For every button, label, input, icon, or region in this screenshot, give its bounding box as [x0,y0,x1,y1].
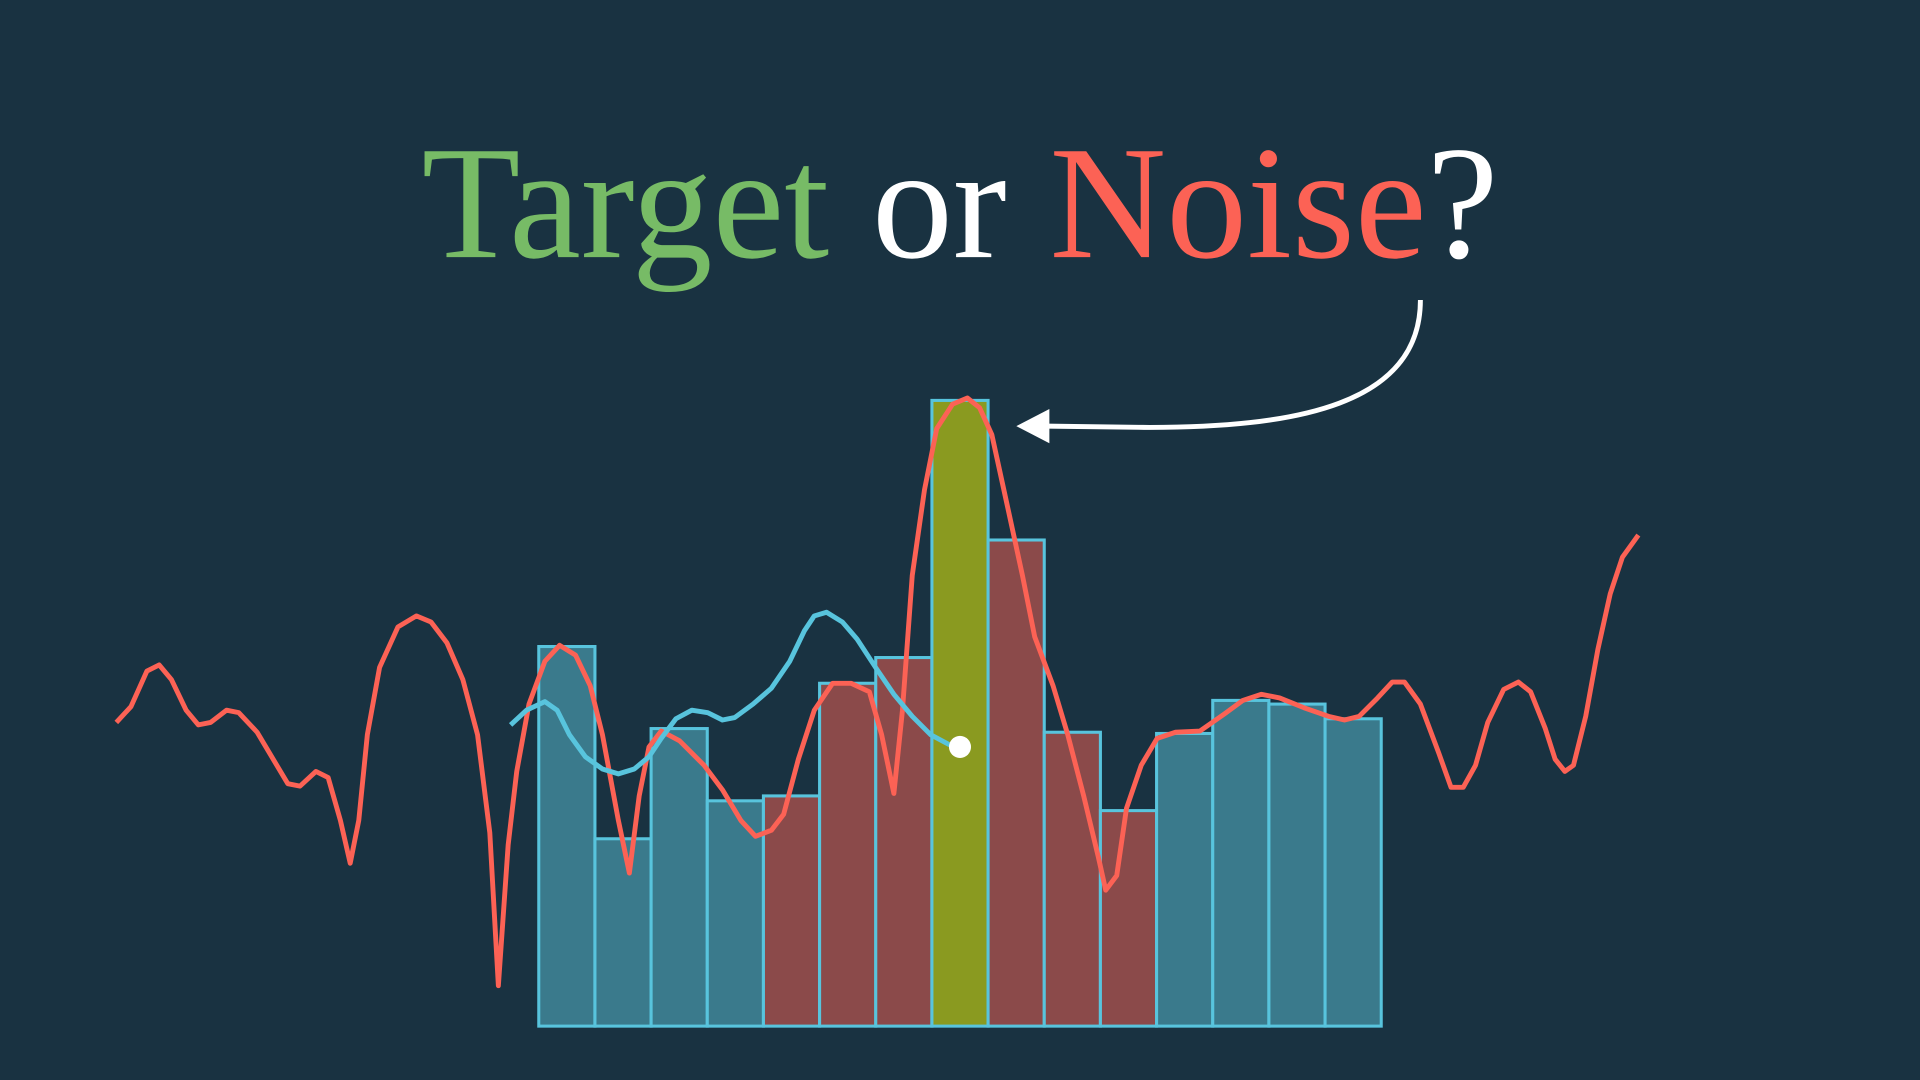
noise-curve [114,395,1641,989]
bar [1267,702,1327,1028]
target-curve [508,609,961,777]
bar [1211,698,1271,1028]
bar [537,645,597,1028]
title-noise: Noise [1050,113,1427,292]
bar [593,837,653,1028]
bar [705,799,765,1028]
arrow-head [1016,408,1050,444]
histogram [537,398,1383,1028]
bar [1098,809,1159,1028]
bar [986,538,1046,1028]
bar [818,681,878,1028]
bar [1042,730,1102,1028]
bar [1323,717,1383,1028]
tracker-dot [948,735,972,758]
arrow [1046,299,1423,430]
title-question: ? [1427,113,1499,292]
title-or: or [872,113,1007,292]
bar [761,794,822,1028]
bar [649,727,709,1028]
title: Target or Noise? [422,113,1499,292]
bar [930,398,990,1028]
title-target: Target [422,113,830,292]
bar [1155,731,1215,1028]
